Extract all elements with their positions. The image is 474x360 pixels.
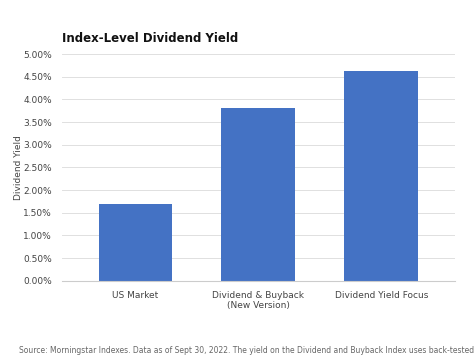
Y-axis label: Dividend Yield: Dividend Yield: [15, 135, 24, 200]
Text: Index-Level Dividend Yield: Index-Level Dividend Yield: [62, 32, 238, 45]
Bar: [99, 204, 172, 281]
Bar: [345, 71, 418, 281]
Bar: [221, 108, 295, 281]
Text: Source: Morningstar Indexes. Data as of Sept 30, 2022. The yield on the Dividend: Source: Morningstar Indexes. Data as of …: [19, 346, 474, 355]
